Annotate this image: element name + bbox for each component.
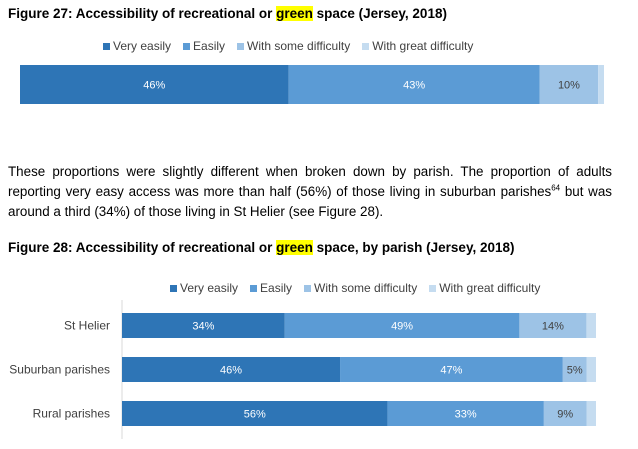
data-label: 33% [455,409,477,421]
data-label: 34% [192,321,214,333]
legend-swatch [362,42,370,50]
bar-segment-1-1-0 [122,357,341,382]
data-label: 46% [220,365,242,377]
bar-segment-1-0-3 [586,313,596,338]
figure-27-title: Figure 27: Accessibility of recreational… [8,6,447,21]
figure-27-legend: Very easily Easily With some difficulty Wit… [103,39,485,53]
legend-swatch [304,284,312,292]
legend-item-1-1: Easily [250,281,292,295]
legend-swatch [250,284,258,292]
body-paragraph: These proportions were slightly differen… [8,164,612,219]
data-label: 49% [391,321,413,333]
bar-segment-1-1-2 [562,357,587,382]
legend-label: Easily [260,281,293,295]
legend-item-0-0: Very easily [103,39,171,53]
legend-item-1-2: With some difficulty [304,281,417,295]
data-label: 5% [567,365,583,377]
legend-label: Very easily [113,39,172,53]
legend-label: Very easily [180,281,239,295]
legend-label: With some difficulty [247,39,351,53]
bar-segment-1-2-3 [586,401,596,426]
bar-segment-0-0-1 [288,65,540,104]
bar-segment-1-2-2 [543,401,587,426]
legend-item-0-1: Easily [183,39,225,53]
legend-swatch [183,42,191,50]
legend-label: With some difficulty [314,281,418,295]
category-label: Rural parishes [33,407,110,421]
bar-segment-0-0-0 [20,65,289,104]
bar-segment-1-1-1 [340,357,563,382]
data-label: 47% [440,365,462,377]
legend-label: Easily [193,39,226,53]
bar-segment-1-0-1 [284,313,520,338]
bar-segment-0-0-3 [598,65,604,104]
legend-swatch [170,284,177,292]
figure-28-legend: Very easily Easily With some difficulty Wit… [170,281,552,295]
bar-segment-1-2-0 [122,401,388,426]
legend-item-0-3: With great difficulty [362,39,473,53]
figure-28-title: Figure 28: Accessibility of recreational… [8,240,515,255]
legend-label: With great difficulty [372,39,474,53]
bar-segment-1-2-1 [387,401,544,426]
legend-item-1-3: With great difficulty [429,281,540,295]
legend-swatch [103,42,110,50]
category-label: Suburban parishes [9,363,110,377]
legend-item-1-0: Very easily [170,281,238,295]
data-label: 56% [244,409,266,421]
legend-swatch [429,284,437,292]
bar-segment-1-1-3 [586,357,596,382]
bar-segment-1-0-2 [519,313,587,338]
data-label: 14% [542,321,564,333]
legend-swatch [237,42,245,50]
bar-segment-0-0-2 [539,65,599,104]
data-label: 9% [557,409,573,421]
bar-segment-1-0-0 [122,313,285,338]
data-label: 10% [558,80,580,92]
data-label: 46% [143,80,165,92]
legend-item-0-2: With some difficulty [237,39,350,53]
legend-label: With great difficulty [439,281,541,295]
data-label: 43% [403,80,425,92]
category-label: St Helier [64,319,110,333]
